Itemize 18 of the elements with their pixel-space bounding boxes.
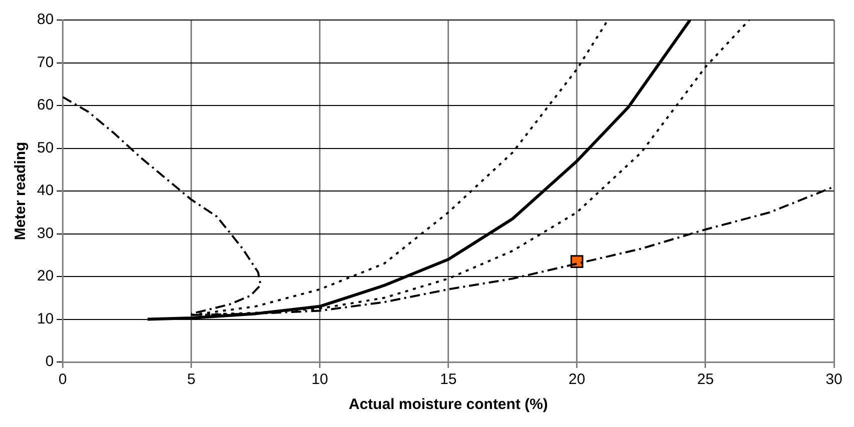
x-tick-label: 25 (697, 371, 714, 388)
y-tick-label: 80 (36, 11, 54, 28)
x-tick-label: 15 (440, 371, 457, 388)
y-tick-label: 10 (36, 310, 54, 328)
y-axis-title: Meter reading (12, 142, 30, 240)
y-tick-label: 60 (36, 96, 54, 114)
x-tick-label: 30 (826, 371, 842, 388)
x-tick-label: 20 (568, 371, 586, 388)
x-tick-label: 10 (311, 371, 328, 388)
x-tick-label: 5 (187, 371, 196, 388)
x-axis-title: Actual moisture content (%) (348, 396, 548, 414)
y-tick-label: 20 (36, 268, 54, 285)
y-tick-label: 0 (45, 353, 54, 370)
y-tick-label: 50 (36, 139, 54, 156)
y-tick-label: 40 (36, 182, 54, 200)
y-tick-label: 30 (36, 224, 54, 242)
y-tick-label: 70 (36, 54, 54, 71)
x-tick-label: 0 (58, 371, 67, 388)
